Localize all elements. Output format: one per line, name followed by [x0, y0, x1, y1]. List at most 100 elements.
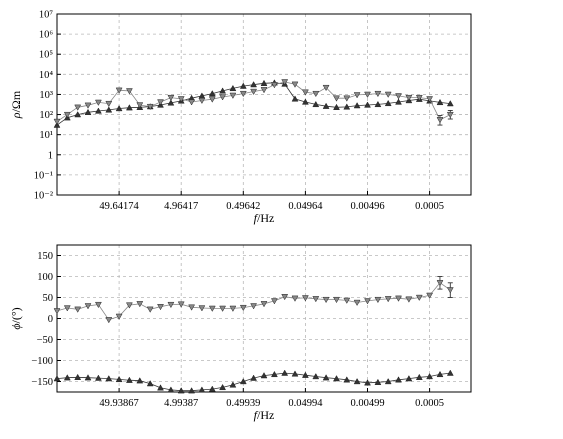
- triangle-down-marker: [105, 317, 113, 324]
- triangle-down-marker: [270, 298, 278, 305]
- triangle-up-marker: [291, 95, 299, 102]
- triangle-down-marker: [198, 97, 206, 105]
- triangle-down-marker: [384, 91, 392, 98]
- triangle-down-marker: [291, 81, 299, 88]
- triangle-down-marker: [395, 93, 402, 100]
- y-tick-label: 100: [37, 272, 53, 283]
- triangle-up-marker: [125, 104, 133, 111]
- triangle-down-marker: [157, 304, 164, 311]
- y-axis-label-symbol: ρ: [9, 112, 23, 119]
- x-axis-label: f/Hz: [254, 408, 275, 422]
- triangle-up-marker: [353, 377, 361, 385]
- y-axis-label-symbol: ϕ: [9, 323, 23, 329]
- triangle-down-marker: [343, 95, 351, 102]
- triangle-up-marker: [260, 372, 268, 379]
- triangle-up-marker: [333, 103, 340, 110]
- y-tick-label: 10³: [39, 90, 53, 101]
- x-axis-label-symbol: f: [254, 211, 259, 225]
- y-tick-label: 10⁶: [39, 30, 54, 41]
- triangle-up-marker: [84, 108, 92, 115]
- x-axis-label-unit: /Hz: [257, 211, 274, 225]
- triangle-down-marker: [229, 92, 237, 99]
- triangle-down-marker: [167, 94, 175, 102]
- triangle-up-marker: [115, 104, 123, 112]
- triangle-up-marker: [436, 370, 444, 378]
- triangle-up-marker: [322, 102, 330, 109]
- triangle-up-marker: [167, 386, 175, 393]
- triangle-up-marker: [301, 98, 309, 105]
- triangle-down-marker: [177, 96, 185, 103]
- triangle-up-marker: [415, 373, 423, 380]
- triangle-up-marker: [63, 374, 71, 381]
- triangle-down-marker: [446, 287, 454, 294]
- triangle-up-marker: [198, 386, 206, 393]
- triangle-up-marker: [157, 384, 164, 391]
- x-tick-label: 0.00499: [350, 398, 384, 409]
- triangle-up-marker: [239, 377, 247, 385]
- x-axis-label-symbol: f: [254, 408, 259, 422]
- triangle-down-marker: [322, 296, 330, 304]
- y-tick-label: −50: [37, 335, 53, 346]
- triangle-down-marker: [105, 100, 113, 108]
- y-axis-label-unit: /Ωm: [9, 90, 23, 112]
- triangle-up-marker: [312, 372, 320, 380]
- triangle-up-marker: [208, 385, 216, 392]
- triangle-up-marker: [374, 378, 382, 385]
- x-tick-label: 49.93867: [99, 398, 138, 409]
- triangle-up-marker: [94, 107, 102, 114]
- triangle-up-marker: [312, 100, 320, 108]
- triangle-up-marker: [125, 376, 133, 383]
- triangle-up-marker: [322, 374, 330, 381]
- triangle-down-marker: [374, 90, 382, 98]
- triangle-up-marker: [446, 369, 454, 376]
- triangle-down-marker: [250, 303, 258, 310]
- triangle-down-marker: [312, 296, 320, 303]
- triangle-up-marker: [395, 98, 402, 105]
- triangle-up-marker: [364, 379, 371, 386]
- x-axis-label: f/Hz: [254, 211, 275, 225]
- triangle-up-marker: [384, 377, 392, 385]
- triangle-up-marker: [136, 377, 144, 384]
- triangle-down-marker: [136, 301, 144, 308]
- triangle-down-marker: [426, 96, 434, 103]
- triangle-up-marker: [291, 370, 299, 377]
- triangle-down-marker: [436, 117, 444, 124]
- triangle-up-marker: [343, 376, 351, 383]
- y-tick-label: 10⁻²: [34, 191, 53, 202]
- triangle-down-marker: [208, 96, 216, 103]
- triangle-down-marker: [167, 301, 175, 309]
- y-tick-label: 10⁷: [39, 10, 54, 21]
- triangle-down-marker: [74, 306, 82, 313]
- y-axis-label-unit: /(°): [9, 307, 23, 323]
- triangle-down-marker: [364, 298, 371, 305]
- resistivity-panel: 10⁻² 10⁻¹ 1 10¹ 10² 10³ 10⁴ 10⁵ 10⁶ 10⁷ 49.64174 4.…: [9, 10, 472, 225]
- triangle-down-marker: [219, 94, 227, 101]
- x-tick-label: 0.49642: [226, 201, 260, 212]
- y-tick-label: 1: [48, 150, 53, 161]
- triangle-down-marker: [301, 89, 309, 96]
- triangle-up-marker: [115, 375, 123, 383]
- triangle-up-marker: [167, 99, 175, 106]
- triangle-down-marker: [94, 301, 102, 309]
- triangle-down-marker: [353, 299, 361, 307]
- triangle-down-marker: [219, 305, 227, 312]
- triangle-down-marker: [343, 297, 351, 304]
- triangle-down-marker: [239, 304, 247, 312]
- y-tick-label: 10⁴: [39, 70, 54, 81]
- triangle-down-marker: [281, 294, 289, 301]
- triangle-up-marker: [270, 370, 278, 378]
- triangle-down-marker: [405, 296, 413, 303]
- triangle-up-marker: [436, 98, 444, 106]
- x-tick-label: 0.49939: [226, 398, 260, 409]
- triangle-up-marker: [219, 383, 227, 391]
- triangle-down-marker: [146, 103, 154, 111]
- triangle-up-marker: [229, 381, 237, 388]
- triangle-down-marker: [260, 301, 268, 308]
- triangle-down-marker: [301, 295, 309, 302]
- triangle-down-marker: [198, 305, 206, 312]
- triangle-up-marker: [395, 376, 402, 383]
- triangle-up-marker: [53, 375, 61, 382]
- triangle-down-marker: [136, 102, 144, 109]
- triangle-down-marker: [84, 303, 92, 310]
